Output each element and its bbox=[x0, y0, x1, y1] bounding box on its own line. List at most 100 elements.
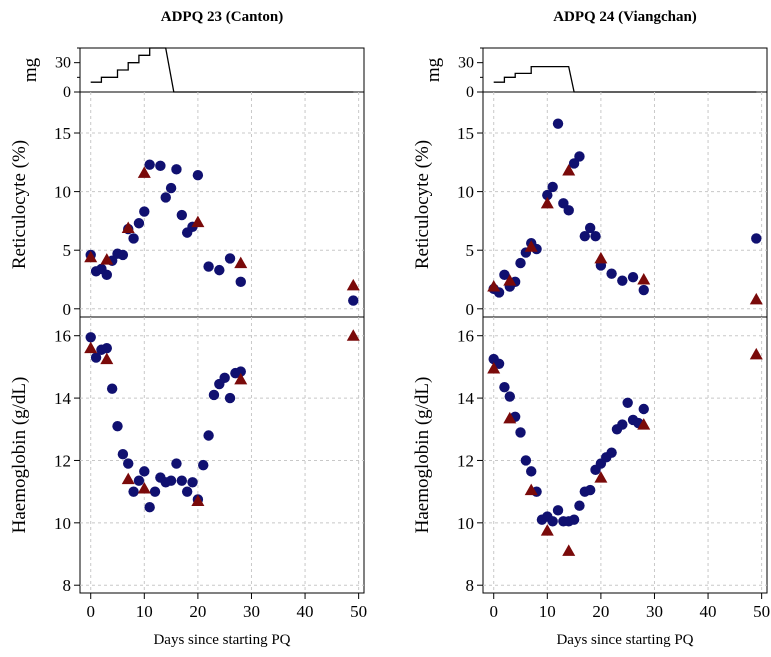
haemoglobin-circle-point bbox=[219, 372, 230, 384]
haemoglobin-y-tick-label: 14 bbox=[54, 389, 72, 408]
haemoglobin-triangle-point bbox=[562, 544, 576, 556]
haemoglobin-y-tick-label: 12 bbox=[54, 451, 71, 470]
reticulocyte-frame bbox=[79, 91, 365, 318]
reticulocyte-circle-point bbox=[499, 269, 510, 281]
reticulocyte-y-tick-label: 0 bbox=[466, 300, 475, 319]
reticulocyte-triangle-point bbox=[234, 256, 248, 269]
x-tick-label: 20 bbox=[592, 602, 609, 621]
x-axis-label: Days since starting PQ bbox=[556, 632, 693, 648]
haemoglobin-circle-point bbox=[617, 419, 628, 430]
haemoglobin-y-tick-label: 10 bbox=[457, 514, 474, 533]
x-tick-label: 50 bbox=[350, 602, 367, 621]
chart-title: ADPQ 24 (Viangchan) bbox=[553, 9, 697, 25]
haemoglobin-triangle-point bbox=[594, 471, 608, 483]
x-tick-label: 40 bbox=[700, 602, 717, 621]
reticulocyte-triangle-point bbox=[191, 215, 205, 228]
x-tick-label: 50 bbox=[753, 602, 770, 621]
reticulocyte-circle-point bbox=[203, 261, 214, 272]
haemoglobin-circle-point bbox=[606, 447, 617, 458]
haemoglobin-circle-point bbox=[90, 352, 102, 363]
haemoglobin-circle-point bbox=[198, 459, 209, 471]
haemoglobin-circle-point bbox=[85, 332, 96, 343]
reticulocyte-circle-point bbox=[515, 257, 526, 269]
chart-title: ADPQ 23 (Canton) bbox=[161, 9, 284, 25]
reticulocyte-circle-point bbox=[348, 295, 359, 306]
x-tick-label: 0 bbox=[86, 602, 95, 621]
haemoglobin-circle-point bbox=[584, 484, 596, 496]
dose-line bbox=[493, 65, 757, 93]
reticulocyte-triangle-point bbox=[594, 251, 608, 264]
reticulocyte-y-tick-label: 15 bbox=[54, 124, 71, 143]
reticulocyte-circle-point bbox=[574, 151, 585, 162]
reticulocyte-circle-point bbox=[214, 264, 225, 276]
reticulocyte-circle-point bbox=[547, 181, 558, 193]
reticulocyte-triangle-point bbox=[562, 164, 576, 176]
haemoglobin-circle-point bbox=[187, 477, 198, 488]
haemoglobin-triangle-point bbox=[346, 329, 360, 341]
haemoglobin-triangle-point bbox=[121, 472, 135, 485]
haemoglobin-circle-point bbox=[203, 430, 214, 441]
haemoglobin-circle-point bbox=[515, 427, 526, 438]
reticulocyte-circle-point bbox=[160, 192, 171, 203]
haemoglobin-triangle-point bbox=[84, 341, 98, 354]
haemoglobin-circle-point bbox=[101, 342, 112, 354]
haemoglobin-y-tick-label: 10 bbox=[54, 514, 71, 533]
reticulocyte-circle-point bbox=[128, 233, 139, 244]
haemoglobin-triangle-point bbox=[137, 482, 151, 494]
haemoglobin-triangle-point bbox=[749, 347, 763, 360]
haemoglobin-triangle-point bbox=[540, 524, 554, 536]
reticulocyte-circle-point bbox=[117, 249, 129, 261]
reticulocyte-triangle-point bbox=[100, 253, 114, 265]
x-tick-label: 40 bbox=[297, 602, 314, 621]
haemoglobin-circle-point bbox=[133, 475, 145, 486]
reticulocyte-circle-point bbox=[638, 284, 649, 296]
x-tick-label: 20 bbox=[189, 602, 206, 621]
reticulocyte-circle-point bbox=[192, 170, 204, 181]
haemoglobin-y-tick-label: 8 bbox=[63, 576, 72, 595]
reticulocyte-y-tick-label: 5 bbox=[466, 241, 475, 260]
dose-y-tick-label: 0 bbox=[63, 84, 71, 101]
haemoglobin-y-label: Haemoglobin (g/dL) bbox=[412, 377, 433, 534]
haemoglobin-circle-point bbox=[123, 458, 134, 469]
dose-line bbox=[90, 47, 354, 93]
reticulocyte-circle-point bbox=[144, 159, 155, 170]
reticulocyte-y-label: Reticulocyte (%) bbox=[9, 140, 30, 269]
reticulocyte-circle-point bbox=[176, 209, 188, 221]
x-tick-label: 0 bbox=[489, 602, 498, 621]
reticulocyte-circle-point bbox=[751, 233, 762, 244]
haemoglobin-circle-point bbox=[128, 486, 139, 497]
haemoglobin-circle-point bbox=[499, 381, 510, 393]
reticulocyte-circle-point bbox=[558, 198, 569, 209]
reticulocyte-circle-point bbox=[579, 230, 591, 242]
haemoglobin-circle-point bbox=[139, 466, 150, 477]
chart-panel-2: ADPQ 24 (Viangchan) 0 30 mg 0 5 10 15 Reticulocy… bbox=[412, 9, 770, 648]
reticulocyte-triangle-point bbox=[749, 292, 763, 305]
haemoglobin-circle-point bbox=[144, 502, 155, 513]
haemoglobin-circle-point bbox=[568, 514, 580, 525]
reticulocyte-triangle-point bbox=[503, 274, 517, 286]
haemoglobin-circle-point bbox=[622, 397, 633, 408]
haemoglobin-y-tick-label: 14 bbox=[457, 389, 475, 408]
haemoglobin-circle-point bbox=[493, 358, 505, 369]
haemoglobin-circle-point bbox=[165, 475, 177, 486]
reticulocyte-circle-point bbox=[101, 269, 112, 281]
dose-frame bbox=[482, 47, 768, 93]
reticulocyte-circle-point bbox=[235, 276, 246, 288]
chart-panel-1: ADPQ 23 (Canton) 0 30 mg 0 5 10 15 Reticulocyte … bbox=[9, 9, 367, 648]
reticulocyte-circle-point bbox=[139, 206, 150, 217]
haemoglobin-frame bbox=[482, 316, 768, 594]
haemoglobin-triangle-point bbox=[637, 418, 651, 430]
reticulocyte-y-tick-label: 10 bbox=[457, 183, 474, 202]
reticulocyte-triangle-point bbox=[84, 250, 98, 263]
reticulocyte-triangle-point bbox=[121, 221, 135, 233]
dose-y-tick-label: 30 bbox=[458, 55, 474, 72]
haemoglobin-circle-point bbox=[176, 475, 188, 486]
haemoglobin-circle-point bbox=[235, 366, 246, 377]
x-tick-label: 10 bbox=[539, 602, 556, 621]
reticulocyte-circle-point bbox=[606, 268, 617, 279]
haemoglobin-circle-point bbox=[106, 383, 118, 394]
haemoglobin-triangle-point bbox=[503, 411, 517, 424]
reticulocyte-circle-point bbox=[171, 164, 182, 175]
haemoglobin-circle-point bbox=[547, 516, 558, 527]
